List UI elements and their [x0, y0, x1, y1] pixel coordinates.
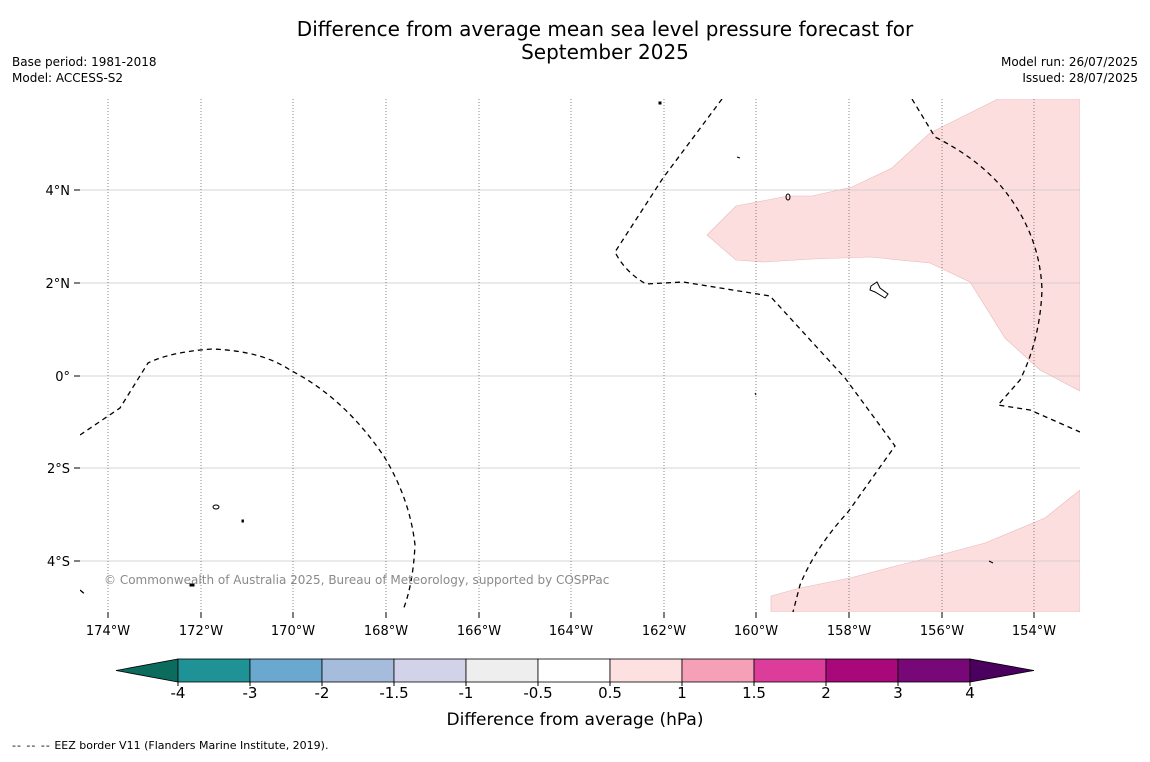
longitude-label: 162°W	[642, 624, 686, 639]
longitude-label: 156°W	[920, 624, 964, 639]
title-line-2: September 2025	[521, 40, 689, 64]
islands	[189, 101, 994, 587]
longitude-label: 174°W	[86, 624, 130, 639]
colorbar-tick-label: 1	[677, 684, 687, 702]
colorbar-bin	[897, 658, 971, 683]
island-small-4	[736, 156, 741, 159]
positive-anomaly-region-south	[770, 489, 1080, 612]
contour-west	[80, 348, 416, 611]
colorbar-tick-label: -0.5	[523, 684, 552, 702]
colorbar-tick-labels: -4 -3 -2 -1.5 -1 -0.5 0.5 1 1.5 2 3 4	[171, 682, 975, 702]
colorbar-bin	[249, 658, 323, 683]
island-small-5	[785, 193, 791, 201]
longitude-label: 164°W	[549, 624, 593, 639]
contour-southwest-fragment	[80, 589, 87, 596]
latitude-label: 4°S	[47, 555, 70, 570]
island-kiritimati	[869, 281, 889, 299]
latitude-label: 0°	[55, 370, 70, 385]
colorbar-bin	[177, 658, 251, 683]
latitude-label: 2°S	[47, 462, 70, 477]
island-small-3	[658, 101, 662, 105]
chart-title: Difference from average mean sea level p…	[230, 18, 980, 64]
colorbar-bin	[825, 658, 899, 683]
island-small-2	[189, 583, 195, 587]
longitude-label: 158°W	[827, 624, 871, 639]
positive-anomaly-fill	[706, 99, 1080, 612]
meta-right: Model run: 26/07/2025 Issued: 28/07/2025	[1001, 54, 1138, 86]
colorbar-tick-label: 0.5	[598, 684, 622, 702]
zero-contours	[80, 99, 1080, 612]
colorbar-bin	[465, 658, 539, 683]
colorbar-over-triangle	[969, 658, 1035, 683]
positive-anomaly-region-north	[706, 99, 1080, 392]
colorbar-bin	[537, 658, 611, 683]
longitude-label: 166°W	[457, 624, 501, 639]
colorbar-tick-label: -4	[171, 684, 186, 702]
contour-east	[911, 99, 1080, 433]
title-line-1: Difference from average mean sea level p…	[296, 17, 914, 41]
longitude-label: 172°W	[179, 624, 223, 639]
island-jarvis-area	[212, 504, 220, 510]
colorbar-tick-label: -3	[243, 684, 258, 702]
colorbar-tick-label: 4	[965, 684, 975, 702]
contour-central	[614, 99, 896, 612]
colorbar-bin	[681, 658, 755, 683]
island-small-6	[988, 560, 994, 564]
island-small-7	[754, 392, 757, 396]
longitude-label: 168°W	[364, 624, 408, 639]
colorbar-tick-label: -2	[315, 684, 330, 702]
eez-footnote-text: EEZ border V11 (Flanders Marine Institut…	[54, 739, 329, 752]
longitude-labels: 174°W 172°W 170°W 168°W 166°W 164°W 162°W 160°W…	[86, 624, 1056, 639]
issued-text: Issued: 28/07/2025	[1022, 71, 1138, 85]
longitude-label: 154°W	[1012, 624, 1056, 639]
colorbar-tick-label: 3	[893, 684, 903, 702]
base-period-text: Base period: 1981-2018	[12, 55, 157, 69]
latitude-label: 4°N	[46, 184, 71, 199]
longitude-label: 170°W	[271, 624, 315, 639]
model-run-text: Model run: 26/07/2025	[1000, 55, 1138, 69]
model-text: Model: ACCESS-S2	[12, 71, 124, 85]
colorbar-tick-label: -1.5	[379, 684, 408, 702]
longitude-label: 160°W	[734, 624, 778, 639]
island-small-1	[241, 519, 244, 523]
footnote: -- -- -- EEZ border V11 (Flanders Marine…	[12, 739, 328, 753]
colorbar-label: Difference from average (hPa)	[447, 710, 704, 730]
meta-left: Base period: 1981-2018 Model: ACCESS-S2	[12, 54, 157, 86]
map-grid	[74, 99, 1080, 618]
colorbar-bin	[609, 658, 683, 683]
copyright-text: © Commonwealth of Australia 2025, Bureau…	[104, 573, 609, 587]
colorbar-under-triangle	[115, 658, 179, 683]
latitude-labels: 4°N 2°N 0° 2°S 4°S	[46, 184, 71, 570]
latitude-label: 2°N	[46, 277, 71, 292]
colorbar-bin	[753, 658, 827, 683]
eez-line-symbol: -- -- --	[12, 739, 51, 752]
colorbar-tick-label: 2	[821, 684, 831, 702]
colorbar-tick-label: 1.5	[742, 684, 766, 702]
colorbar-tick-label: -1	[459, 684, 474, 702]
colorbar-bin	[321, 658, 395, 683]
colorbar-bin	[393, 658, 467, 683]
colorbar	[115, 658, 1035, 683]
